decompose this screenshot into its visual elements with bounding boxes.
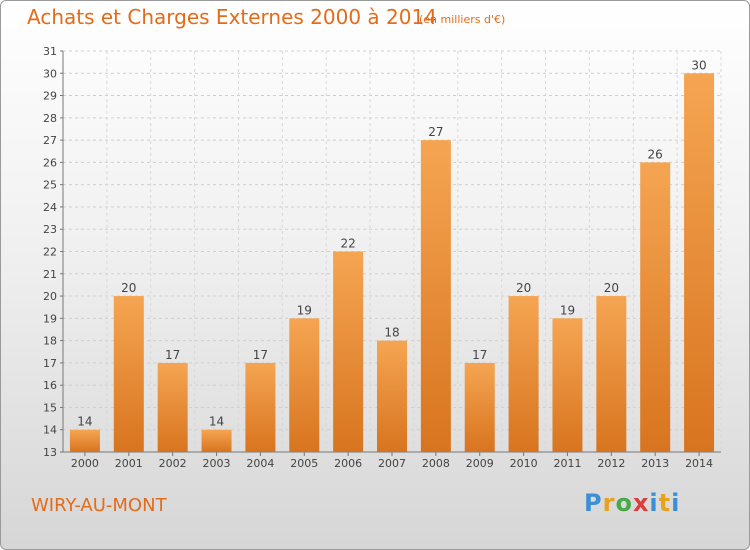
data-label: 22 bbox=[340, 237, 355, 251]
y-tick-label: 25 bbox=[43, 179, 57, 192]
data-label: 17 bbox=[253, 348, 268, 362]
y-tick-label: 16 bbox=[43, 379, 57, 392]
data-label: 20 bbox=[604, 281, 619, 295]
proxiti-logo: Proxiti bbox=[584, 489, 681, 517]
data-label: 17 bbox=[165, 348, 180, 362]
x-tick-label: 2001 bbox=[115, 457, 143, 470]
y-tick-label: 23 bbox=[43, 223, 57, 236]
bar bbox=[201, 429, 232, 452]
x-tick-label: 2009 bbox=[466, 457, 494, 470]
chart-subtitle: (en milliers d'€) bbox=[419, 13, 506, 26]
axis-layer: 13 14 15 16 17 18 19 20 21 22 23 24 25 26 27 28 29 30 31 20… bbox=[43, 45, 721, 470]
x-tick-label: 2004 bbox=[246, 457, 274, 470]
bar bbox=[245, 362, 276, 452]
bar bbox=[684, 73, 715, 453]
x-tick-label: 2005 bbox=[290, 457, 318, 470]
bar bbox=[420, 140, 451, 452]
data-label: 17 bbox=[472, 348, 487, 362]
y-tick-label: 17 bbox=[43, 357, 57, 370]
x-tick-label: 2003 bbox=[203, 457, 231, 470]
y-tick-label: 29 bbox=[43, 90, 57, 103]
y-tick-label: 13 bbox=[43, 446, 57, 459]
x-tick-label: 2006 bbox=[334, 457, 362, 470]
y-tick-label: 28 bbox=[43, 112, 57, 125]
x-tick-label: 2000 bbox=[71, 457, 99, 470]
bar bbox=[464, 362, 495, 452]
data-label: 19 bbox=[297, 303, 312, 317]
x-tick-label: 2007 bbox=[378, 457, 406, 470]
commune-name: WIRY-AU-MONT bbox=[31, 495, 167, 516]
bar bbox=[377, 340, 407, 452]
bar bbox=[289, 318, 320, 452]
y-tick-label: 30 bbox=[43, 67, 57, 80]
bar bbox=[157, 362, 188, 452]
bar bbox=[69, 429, 100, 452]
x-tick-label: 2002 bbox=[159, 457, 187, 470]
data-label: 20 bbox=[121, 281, 136, 295]
bar bbox=[552, 318, 583, 452]
data-label: 20 bbox=[516, 281, 531, 295]
x-tick-label: 2014 bbox=[685, 457, 713, 470]
y-tick-label: 27 bbox=[43, 134, 57, 147]
data-label: 18 bbox=[384, 326, 399, 340]
bar bbox=[596, 296, 627, 452]
chart-title: Achats et Charges Externes 2000 à 2014 bbox=[27, 5, 437, 29]
y-tick-label: 31 bbox=[43, 45, 57, 58]
bar bbox=[508, 296, 539, 452]
y-tick-label: 24 bbox=[43, 201, 57, 214]
data-label: 14 bbox=[77, 415, 92, 429]
y-tick-label: 21 bbox=[43, 268, 57, 281]
data-label: 30 bbox=[691, 58, 706, 72]
data-label: 14 bbox=[209, 415, 224, 429]
y-tick-label: 20 bbox=[43, 290, 57, 303]
bar bbox=[640, 162, 671, 452]
bar-layer bbox=[69, 73, 715, 453]
data-label: 26 bbox=[648, 147, 663, 161]
y-tick-label: 19 bbox=[43, 312, 57, 325]
y-tick-label: 15 bbox=[43, 401, 57, 414]
x-tick-label: 2010 bbox=[510, 457, 538, 470]
y-tick-label: 22 bbox=[43, 246, 57, 259]
bar bbox=[113, 296, 144, 452]
data-label: 27 bbox=[428, 125, 443, 139]
bar bbox=[333, 251, 364, 452]
label-layer: 14 20 17 14 17 19 22 18 27 17 20 19 20 26 30 bbox=[77, 58, 706, 428]
x-tick-label: 2011 bbox=[553, 457, 581, 470]
y-tick-label: 14 bbox=[43, 424, 57, 437]
x-tick-label: 2008 bbox=[422, 457, 450, 470]
y-tick-label: 26 bbox=[43, 156, 57, 169]
data-label: 19 bbox=[560, 303, 575, 317]
x-tick-label: 2013 bbox=[641, 457, 669, 470]
x-tick-label: 2012 bbox=[597, 457, 625, 470]
y-tick-label: 18 bbox=[43, 335, 57, 348]
